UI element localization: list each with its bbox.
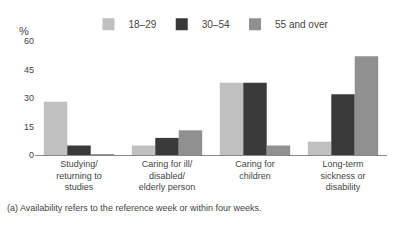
svg-text:Caring for ill/disabled/elderl: Caring for ill/disabled/elderly person [139,159,196,192]
svg-text:30–54: 30–54 [202,19,230,30]
svg-text:Studying/returning tostudies: Studying/returning tostudies [56,159,102,192]
svg-text:0: 0 [29,150,34,160]
svg-text:60: 60 [24,36,34,46]
svg-text:(a) Availability refers to the: (a) Availability refers to the reference… [7,203,261,213]
svg-text:15: 15 [24,122,34,132]
svg-text:18–29: 18–29 [129,19,157,30]
svg-text:Long-termsickness ordisability: Long-termsickness ordisability [320,159,365,192]
svg-text:45: 45 [24,65,34,75]
svg-text:30: 30 [24,93,34,103]
svg-text:Caring forchildren: Caring forchildren [235,159,275,181]
svg-text:55 and over: 55 and over [275,19,328,30]
svg-text:%: % [19,25,29,37]
